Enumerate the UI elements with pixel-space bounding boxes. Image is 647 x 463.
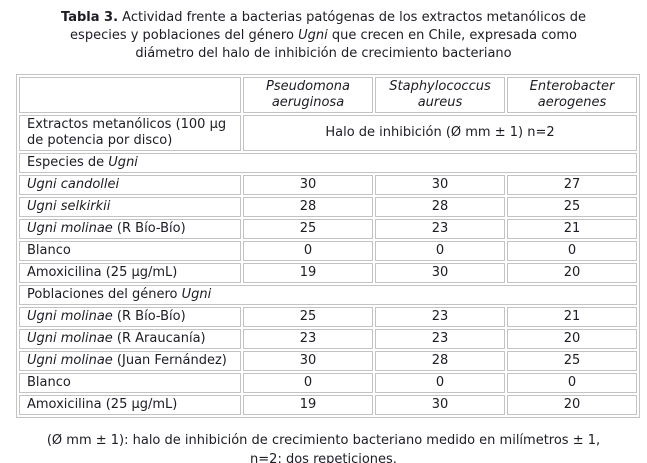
value-cell: 0 [243, 241, 373, 261]
value-cell: 25 [243, 219, 373, 239]
subheader-row: Extractos metanólicos (100 µg de potenci… [19, 115, 637, 151]
value-cell: 0 [507, 241, 637, 261]
row-label-cell: Amoxicilina (25 µg/mL) [19, 395, 241, 415]
value-cell: 30 [375, 175, 505, 195]
table-row: Ugni selkirkii 28 28 25 [19, 197, 637, 217]
row-label-cell: Ugni selkirkii [19, 197, 241, 217]
footnote-line-1: (Ø mm ± 1): halo de inhibición de crecim… [46, 433, 601, 448]
row-label-cell: Ugni candollei [19, 175, 241, 195]
table-row: Amoxicilina (25 µg/mL) 19 30 20 [19, 263, 637, 283]
column-header-staphylococcus: Staphylococcus aureus [375, 77, 505, 113]
row-label-cell: Ugni molinae (R Araucanía) [19, 329, 241, 349]
table-row: Ugni molinae (R Araucanía) 23 23 20 [19, 329, 637, 349]
value-cell: 23 [375, 307, 505, 327]
value-cell: 30 [243, 351, 373, 371]
value-cell: 19 [243, 263, 373, 283]
value-cell: 23 [375, 219, 505, 239]
caption-line-3: diámetro del halo de inhibición de creci… [135, 46, 512, 61]
table-footnote: (Ø mm ± 1): halo de inhibición de crecim… [4, 431, 644, 463]
value-cell: 20 [507, 329, 637, 349]
section-header-cell: Poblaciones del género Ugni [19, 285, 637, 305]
table-row: Amoxicilina (25 µg/mL) 19 30 20 [19, 395, 637, 415]
value-cell: 30 [243, 175, 373, 195]
value-cell: 0 [375, 373, 505, 393]
value-cell: 19 [243, 395, 373, 415]
row-label-cell: Ugni molinae (R Bío-Bío) [19, 219, 241, 239]
footnote-line-2: n=2: dos repeticiones. [250, 452, 397, 463]
table-row: Blanco 0 0 0 [19, 241, 637, 261]
caption-line-2: especies y poblaciones del género Ugni q… [70, 28, 577, 43]
value-cell: 23 [375, 329, 505, 349]
value-cell: 21 [507, 219, 637, 239]
table-row: Ugni candollei 30 30 27 [19, 175, 637, 195]
section-row: Especies de Ugni [19, 153, 637, 173]
section-row: Poblaciones del género Ugni [19, 285, 637, 305]
table-row: Ugni molinae (R Bío-Bío) 25 23 21 [19, 307, 637, 327]
value-cell: 23 [243, 329, 373, 349]
table-row: Blanco 0 0 0 [19, 373, 637, 393]
row-label-cell: Blanco [19, 373, 241, 393]
row-label-cell: Blanco [19, 241, 241, 261]
value-cell: 25 [243, 307, 373, 327]
table-row: Ugni molinae (Juan Fernández) 30 28 25 [19, 351, 637, 371]
value-cell: 20 [507, 263, 637, 283]
value-cell: 0 [243, 373, 373, 393]
table-caption: Tabla 3. Actividad frente a bacterias pa… [24, 9, 624, 63]
section-header-cell: Especies de Ugni [19, 153, 637, 173]
value-cell: 0 [375, 241, 505, 261]
header-row: Pseudomona aeruginosa Staphylococcus aur… [19, 77, 637, 113]
value-cell: 25 [507, 351, 637, 371]
column-header-pseudomona: Pseudomona aeruginosa [243, 77, 373, 113]
empty-header-cell [19, 77, 241, 113]
caption-line-1: Tabla 3. Actividad frente a bacterias pa… [61, 10, 586, 25]
value-cell: 28 [375, 351, 505, 371]
value-cell: 25 [507, 197, 637, 217]
value-cell: 0 [507, 373, 637, 393]
subheader-span-cell: Halo de inhibición (Ø mm ± 1) n=2 [243, 115, 637, 151]
column-header-enterobacter: Enterobacter aerogenes [507, 77, 637, 113]
subheader-label-cell: Extractos metanólicos (100 µg de potenci… [19, 115, 241, 151]
row-label-cell: Ugni molinae (Juan Fernández) [19, 351, 241, 371]
results-table: Pseudomona aeruginosa Staphylococcus aur… [16, 74, 640, 418]
value-cell: 30 [375, 395, 505, 415]
value-cell: 20 [507, 395, 637, 415]
table-row: Ugni molinae (R Bío-Bío) 25 23 21 [19, 219, 637, 239]
row-label-cell: Ugni molinae (R Bío-Bío) [19, 307, 241, 327]
value-cell: 27 [507, 175, 637, 195]
value-cell: 21 [507, 307, 637, 327]
table-body: Pseudomona aeruginosa Staphylococcus aur… [19, 77, 637, 415]
value-cell: 28 [243, 197, 373, 217]
value-cell: 30 [375, 263, 505, 283]
value-cell: 28 [375, 197, 505, 217]
row-label-cell: Amoxicilina (25 µg/mL) [19, 263, 241, 283]
